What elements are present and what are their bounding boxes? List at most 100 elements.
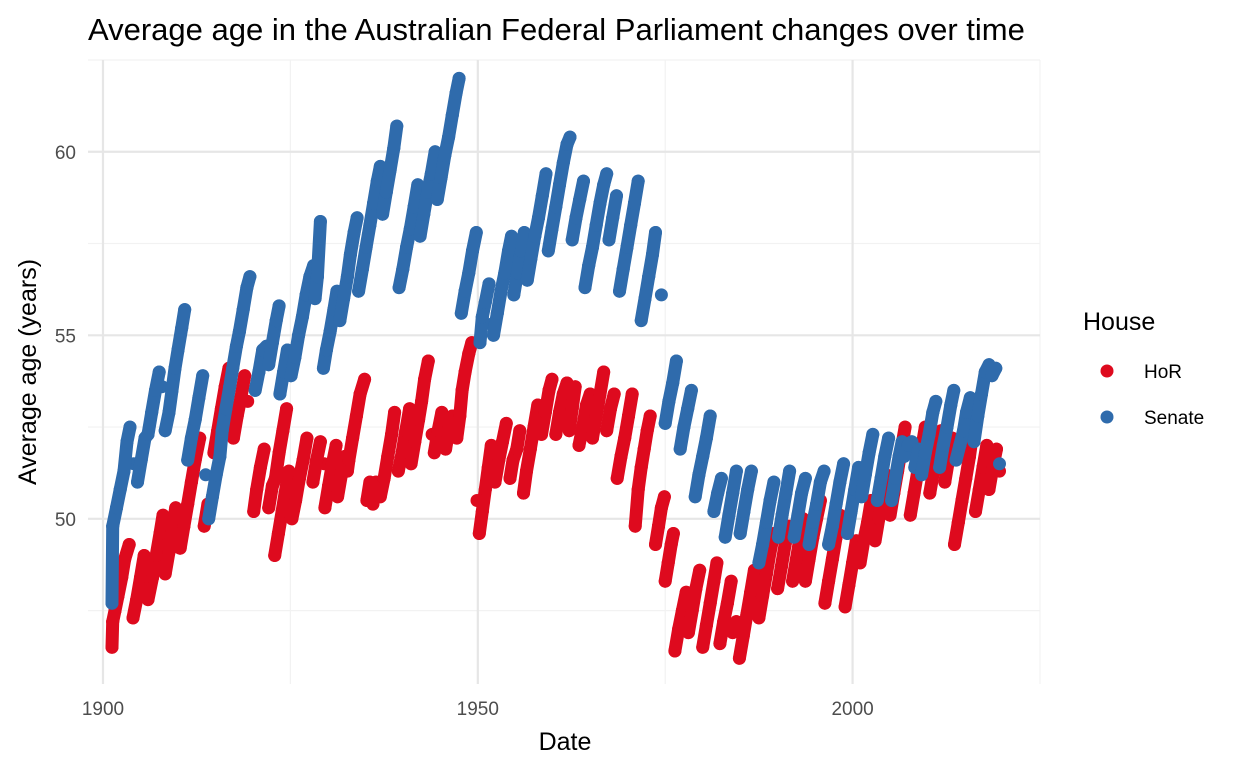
data-run-hor bbox=[481, 438, 498, 474]
data-run-hor bbox=[654, 490, 671, 515]
data-run-senate bbox=[449, 71, 466, 100]
x-tick-label: 1900 bbox=[82, 699, 124, 720]
data-points bbox=[105, 71, 1006, 665]
data-run-hor bbox=[325, 438, 343, 471]
data-run-hor bbox=[846, 534, 863, 570]
data-run-senate bbox=[269, 299, 286, 328]
x-tick-label: 1950 bbox=[457, 699, 499, 720]
data-run-hor bbox=[385, 405, 402, 441]
data-run-hor bbox=[640, 409, 657, 438]
series-senate bbox=[105, 71, 1006, 610]
data-run-senate bbox=[985, 361, 1003, 383]
data-run-senate bbox=[347, 211, 364, 239]
data-run-senate bbox=[646, 226, 662, 261]
data-run-hor bbox=[707, 556, 724, 588]
data-run-senate bbox=[310, 215, 327, 284]
data-run-hor bbox=[366, 475, 383, 511]
data-run-senate bbox=[960, 391, 977, 419]
data-run-hor bbox=[431, 405, 449, 438]
data-run-hor bbox=[310, 435, 327, 467]
data-run-senate bbox=[120, 420, 137, 449]
data-run-hor bbox=[399, 402, 417, 438]
data-run-hor bbox=[861, 494, 878, 529]
data-point-senate bbox=[993, 457, 1006, 471]
data-run-senate bbox=[424, 145, 442, 181]
data-run-senate bbox=[407, 178, 425, 214]
data-run-hor bbox=[580, 387, 597, 412]
data-run-senate bbox=[908, 442, 926, 474]
data-run-hor bbox=[527, 398, 545, 434]
data-run-senate bbox=[387, 119, 404, 155]
data-run-senate bbox=[560, 130, 577, 151]
chart-title: Average age in the Australian Federal Pa… bbox=[88, 12, 1025, 47]
x-tick-label: 2000 bbox=[831, 699, 873, 720]
data-run-senate bbox=[699, 409, 717, 445]
data-run-hor bbox=[622, 387, 639, 423]
data-run-hor bbox=[234, 369, 252, 405]
data-point-senate bbox=[654, 288, 668, 302]
data-run-senate bbox=[478, 277, 496, 309]
data-run-hor bbox=[689, 563, 707, 596]
data-run-senate bbox=[105, 519, 120, 610]
data-run-hor bbox=[462, 336, 479, 361]
data-run-senate bbox=[681, 383, 698, 416]
y-tick-label: 55 bbox=[55, 326, 76, 347]
legend-label-hor: HoR bbox=[1144, 362, 1182, 383]
y-axis-label: Average age (years) bbox=[14, 259, 42, 485]
data-run-senate bbox=[926, 394, 943, 419]
data-run-senate bbox=[628, 174, 645, 210]
data-run-senate bbox=[370, 159, 387, 188]
data-run-senate bbox=[741, 464, 758, 496]
y-tick-label: 50 bbox=[55, 510, 76, 531]
legend: House HoR Senate bbox=[1083, 308, 1204, 429]
data-run-hor bbox=[296, 431, 314, 467]
data-run-senate bbox=[813, 464, 831, 489]
data-run-hor bbox=[565, 380, 582, 416]
data-run-hor bbox=[726, 615, 743, 640]
data-run-hor bbox=[496, 416, 513, 449]
data-run-hor bbox=[353, 372, 372, 401]
data-run-hor bbox=[118, 538, 136, 566]
data-run-hor bbox=[664, 527, 680, 551]
axis-ticks: 1900 1950 2000 50 55 60 bbox=[55, 143, 874, 720]
data-run-senate bbox=[901, 435, 919, 452]
data-run-senate bbox=[192, 369, 210, 405]
data-run-senate bbox=[862, 427, 880, 460]
data-point-senate bbox=[199, 468, 213, 482]
data-run-hor bbox=[778, 519, 796, 551]
data-run-hor bbox=[134, 549, 151, 585]
data-run-senate bbox=[327, 284, 344, 317]
data-run-hor bbox=[253, 442, 271, 474]
legend-swatch-hor bbox=[1100, 364, 1114, 378]
data-run-senate bbox=[878, 431, 896, 463]
data-run-senate bbox=[978, 358, 996, 379]
data-run-senate bbox=[240, 270, 257, 295]
data-run-hor bbox=[556, 376, 574, 401]
data-run-senate bbox=[795, 471, 812, 500]
data-run-senate bbox=[848, 460, 866, 496]
data-run-hor bbox=[744, 563, 761, 599]
data-run-hor bbox=[604, 387, 621, 416]
data-run-hor bbox=[976, 438, 994, 474]
data-run-senate bbox=[833, 457, 851, 489]
data-run-hor bbox=[278, 464, 296, 500]
legend-title: House bbox=[1083, 308, 1155, 336]
data-run-hor bbox=[153, 508, 170, 540]
data-run-hor bbox=[542, 372, 559, 397]
data-run-hor bbox=[188, 431, 207, 467]
data-run-senate bbox=[726, 464, 743, 500]
data-run-hor bbox=[675, 585, 693, 618]
legend-swatch-senate bbox=[1100, 410, 1114, 424]
data-run-hor bbox=[510, 424, 527, 456]
data-run-senate bbox=[779, 464, 797, 500]
x-axis-label: Date bbox=[539, 728, 592, 756]
y-tick-label: 60 bbox=[55, 143, 76, 164]
data-run-hor bbox=[720, 574, 738, 610]
data-run-senate bbox=[175, 303, 192, 335]
data-run-hor bbox=[442, 409, 459, 434]
data-run-hor bbox=[593, 365, 611, 401]
data-run-senate bbox=[763, 475, 781, 507]
